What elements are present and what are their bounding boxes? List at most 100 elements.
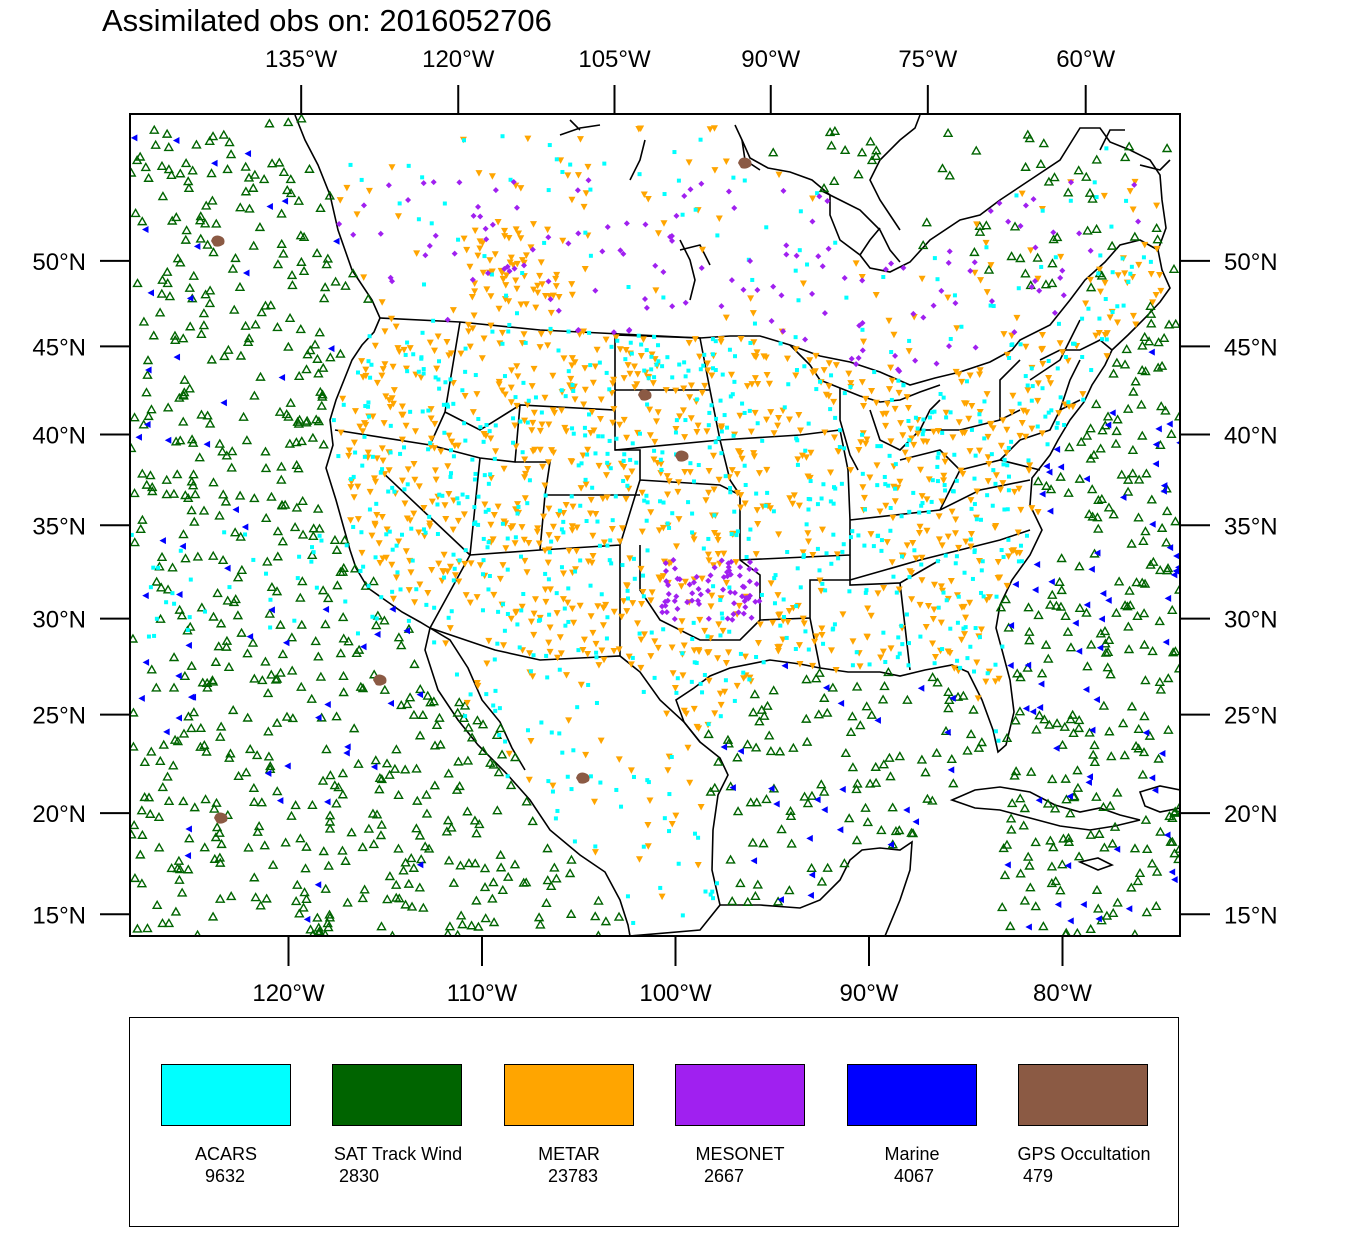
- metar-point: [722, 314, 730, 322]
- acars-point: [886, 483, 891, 488]
- metar-point: [658, 893, 666, 901]
- metar-point: [693, 723, 701, 731]
- metar-point: [809, 195, 817, 203]
- sat-track-wind-point: [317, 585, 329, 595]
- acars-point: [402, 445, 407, 450]
- sat-track-wind-point: [156, 160, 168, 171]
- acars-point: [644, 493, 649, 498]
- acars-point: [797, 248, 802, 253]
- sat-track-wind-point: [434, 712, 445, 722]
- metar-point: [1014, 529, 1022, 537]
- metar-point: [707, 603, 715, 610]
- sat-track-wind-point: [130, 443, 137, 453]
- metar-point: [480, 335, 488, 343]
- marine-point: [1171, 876, 1178, 884]
- acars-point: [148, 585, 153, 590]
- sat-track-wind-point: [143, 172, 154, 182]
- marine-point: [1162, 638, 1170, 646]
- metar-point: [381, 471, 389, 478]
- metar-point: [552, 283, 560, 290]
- sat-track-wind-point: [186, 505, 197, 515]
- metar-point: [1100, 192, 1108, 200]
- sat-track-wind-point: [301, 364, 312, 374]
- acars-point: [496, 609, 501, 614]
- metar-point: [568, 291, 576, 299]
- metar-point: [916, 601, 924, 609]
- metar-point: [883, 539, 891, 546]
- acars-point: [1080, 316, 1085, 321]
- metar-point: [799, 549, 807, 556]
- sat-track-wind-point: [1108, 907, 1119, 917]
- acars-point: [977, 635, 982, 640]
- sat-track-wind-point: [183, 864, 194, 874]
- acars-point: [366, 414, 371, 419]
- acars-point: [742, 410, 747, 415]
- sat-track-wind-point: [1122, 474, 1134, 484]
- metar-point: [427, 415, 435, 422]
- sat-track-wind-point: [283, 411, 294, 421]
- sat-track-wind-point: [1122, 601, 1133, 611]
- metar-point: [522, 252, 530, 259]
- acars-point: [547, 550, 552, 555]
- acars-point: [572, 839, 577, 844]
- sat-track-wind-point: [1173, 853, 1180, 864]
- sat-track-wind-point: [1003, 622, 1014, 632]
- sat-track-wind-point: [1166, 428, 1177, 439]
- mesonet-point: [809, 290, 816, 297]
- sat-track-wind-point: [135, 849, 146, 859]
- metar-point: [530, 286, 538, 294]
- mesonet-point: [641, 296, 648, 303]
- acars-point: [661, 295, 666, 300]
- gps-occultation-point: [214, 812, 228, 824]
- acars-point: [764, 225, 769, 230]
- metar-point: [540, 513, 548, 521]
- mesonet-point: [689, 590, 696, 597]
- metar-point: [995, 675, 1003, 683]
- acars-point: [388, 450, 393, 455]
- sat-track-wind-point: [1097, 425, 1108, 435]
- mesonet-point: [793, 252, 800, 259]
- sat-track-wind-point: [1122, 486, 1134, 496]
- sat-track-wind-point: [318, 439, 329, 449]
- acars-point: [556, 348, 561, 353]
- acars-point: [725, 425, 730, 430]
- metar-point: [359, 428, 367, 435]
- metar-point: [671, 685, 679, 692]
- acars-point: [926, 510, 931, 515]
- metar-point: [652, 418, 660, 425]
- metar-point: [789, 500, 797, 508]
- marine-point: [781, 662, 788, 670]
- acars-point: [309, 559, 314, 564]
- metar-point: [973, 659, 981, 667]
- sat-track-wind-point: [435, 739, 446, 749]
- sat-track-wind-point: [1146, 318, 1157, 328]
- metar-point: [488, 173, 496, 180]
- sat-track-wind-point: [971, 145, 982, 155]
- sat-track-wind-point: [317, 775, 329, 785]
- mesonet-point: [737, 564, 744, 571]
- acars-point: [1017, 401, 1022, 406]
- acars-point: [367, 507, 372, 512]
- sat-track-wind-point: [1111, 357, 1123, 367]
- acars-point: [473, 471, 478, 476]
- sat-track-wind-point: [1096, 493, 1108, 503]
- acars-point: [941, 395, 946, 400]
- acars-point: [893, 462, 898, 467]
- metar-point: [533, 528, 541, 536]
- acars-point: [891, 574, 896, 579]
- acars-point: [713, 440, 718, 445]
- metar-point: [522, 470, 530, 478]
- metar-point: [646, 432, 654, 439]
- sat-track-wind-point: [285, 397, 296, 407]
- sat-track-wind-point: [1063, 487, 1074, 497]
- metar-point: [832, 362, 840, 369]
- mesonet-point: [420, 180, 427, 187]
- acars-point: [646, 376, 651, 381]
- acars-point: [1016, 559, 1021, 564]
- acars-point: [771, 509, 776, 514]
- sat-track-wind-point: [1141, 907, 1153, 917]
- acars-point: [621, 478, 626, 483]
- metar-point: [859, 484, 867, 491]
- acars-point: [719, 429, 724, 434]
- metar-point: [481, 501, 489, 508]
